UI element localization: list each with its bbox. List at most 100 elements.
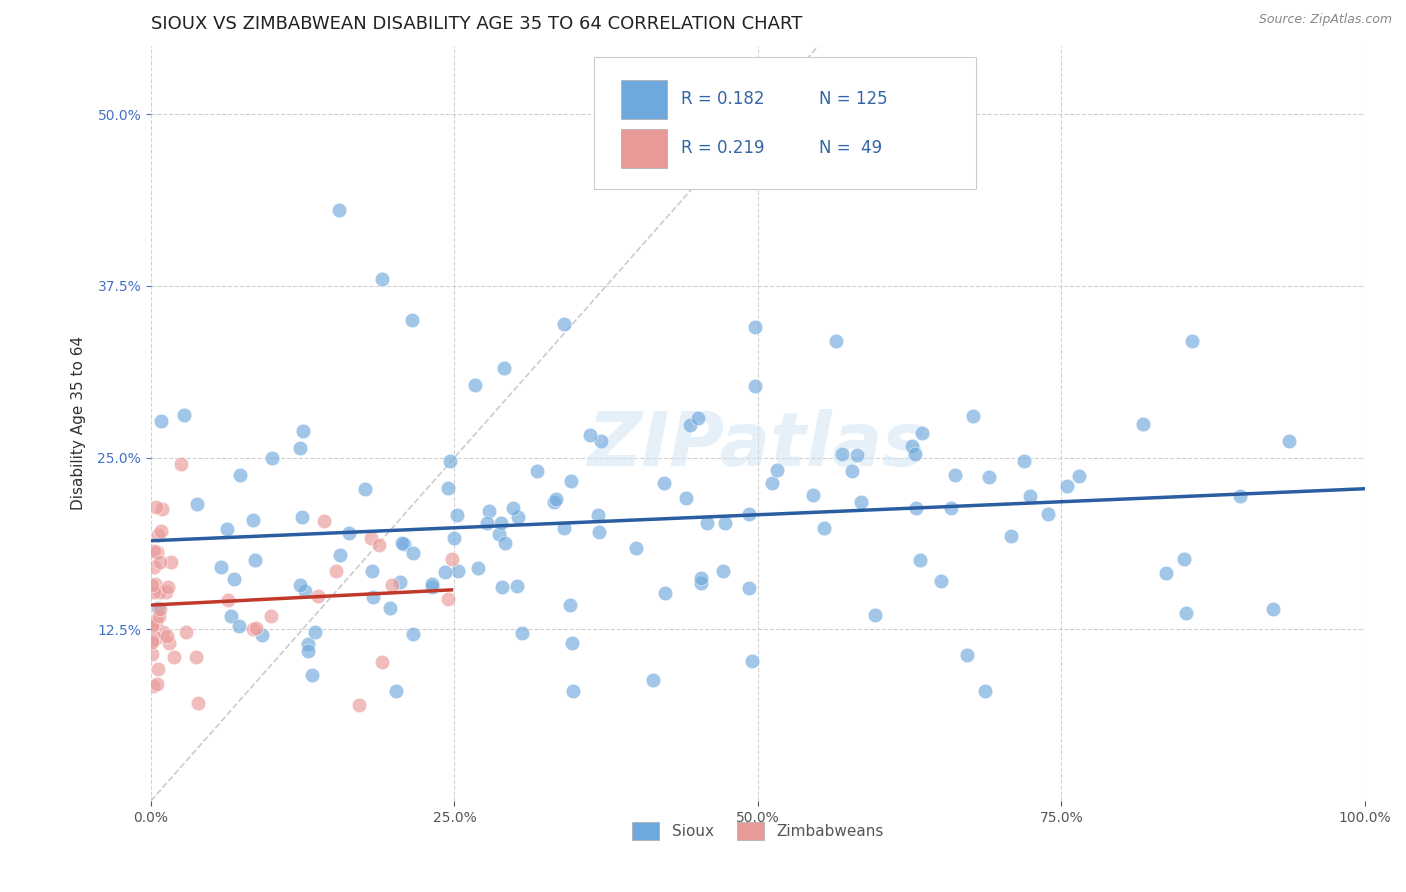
Point: [494, 361, 516, 376]
Point: [339, 526, 361, 541]
Point: [689, 575, 711, 590]
Point: [145, 631, 167, 645]
Point: [1018, 489, 1040, 503]
Point: [1229, 489, 1251, 503]
Point: [446, 508, 468, 522]
Point: [301, 668, 323, 682]
Point: [437, 591, 460, 606]
Point: [1175, 606, 1198, 620]
Point: [711, 565, 734, 579]
Point: [714, 516, 737, 530]
Point: [901, 439, 924, 453]
Point: [228, 618, 250, 632]
Point: [150, 502, 173, 516]
Point: [905, 500, 928, 515]
Point: [159, 555, 181, 569]
Point: [1000, 529, 1022, 543]
Point: [325, 565, 347, 579]
Point: [149, 556, 172, 570]
Point: [1173, 552, 1195, 566]
Point: [361, 565, 384, 579]
Point: [186, 497, 208, 511]
Point: [360, 532, 382, 546]
Point: [149, 584, 172, 599]
Bar: [620, 79, 666, 119]
Point: [652, 476, 675, 491]
Point: [142, 617, 165, 632]
Point: [291, 510, 314, 524]
Point: [245, 621, 267, 635]
Point: [543, 495, 565, 509]
Point: [401, 313, 423, 327]
Point: [1261, 602, 1284, 616]
Point: [813, 521, 835, 535]
Point: [491, 516, 513, 531]
Point: [437, 481, 460, 495]
Point: [588, 524, 610, 539]
Point: [152, 624, 174, 639]
Legend: Sioux, Zimbabweans: Sioux, Zimbabweans: [626, 816, 890, 847]
Point: [290, 577, 312, 591]
Point: [939, 501, 962, 516]
Point: [141, 635, 163, 649]
Point: [384, 684, 406, 698]
Point: [381, 578, 404, 592]
Point: [145, 614, 167, 628]
Point: [420, 576, 443, 591]
Point: [229, 467, 252, 482]
Point: [1067, 469, 1090, 483]
Point: [686, 411, 709, 425]
Point: [145, 576, 167, 591]
Point: [328, 203, 350, 218]
Point: [467, 561, 489, 575]
Point: [221, 609, 243, 624]
Point: [242, 622, 264, 636]
Point: [148, 662, 170, 676]
Point: [243, 553, 266, 567]
Point: [174, 625, 197, 640]
Point: [186, 650, 208, 665]
Point: [1012, 454, 1035, 468]
Point: [911, 426, 934, 441]
Point: [209, 560, 232, 574]
Point: [143, 559, 166, 574]
Point: [380, 601, 402, 615]
Point: [260, 451, 283, 466]
Point: [354, 483, 377, 497]
Point: [478, 504, 501, 518]
Point: [910, 553, 932, 567]
Point: [141, 618, 163, 632]
Point: [488, 527, 510, 541]
Point: [148, 601, 170, 615]
Point: [477, 516, 499, 531]
Point: [553, 521, 575, 535]
Point: [433, 566, 456, 580]
Point: [392, 537, 415, 551]
Point: [1278, 434, 1301, 448]
Point: [146, 527, 169, 541]
Point: [841, 465, 863, 479]
Point: [560, 599, 582, 613]
Point: [741, 655, 763, 669]
Text: R = 0.219: R = 0.219: [682, 139, 765, 157]
Point: [388, 575, 411, 590]
Point: [146, 677, 169, 691]
Point: [846, 448, 869, 462]
Point: [1154, 566, 1177, 581]
Point: [420, 580, 443, 594]
Point: [439, 454, 461, 468]
Point: [863, 607, 886, 622]
Point: [142, 543, 165, 558]
Point: [1132, 417, 1154, 432]
Point: [145, 500, 167, 515]
Point: [260, 609, 283, 624]
Bar: [620, 128, 666, 168]
Point: [591, 434, 613, 448]
Point: [163, 650, 186, 665]
Point: [491, 580, 513, 594]
Point: [440, 552, 463, 566]
Point: [402, 546, 425, 560]
Point: [943, 468, 966, 483]
Point: [506, 579, 529, 593]
Point: [148, 608, 170, 623]
